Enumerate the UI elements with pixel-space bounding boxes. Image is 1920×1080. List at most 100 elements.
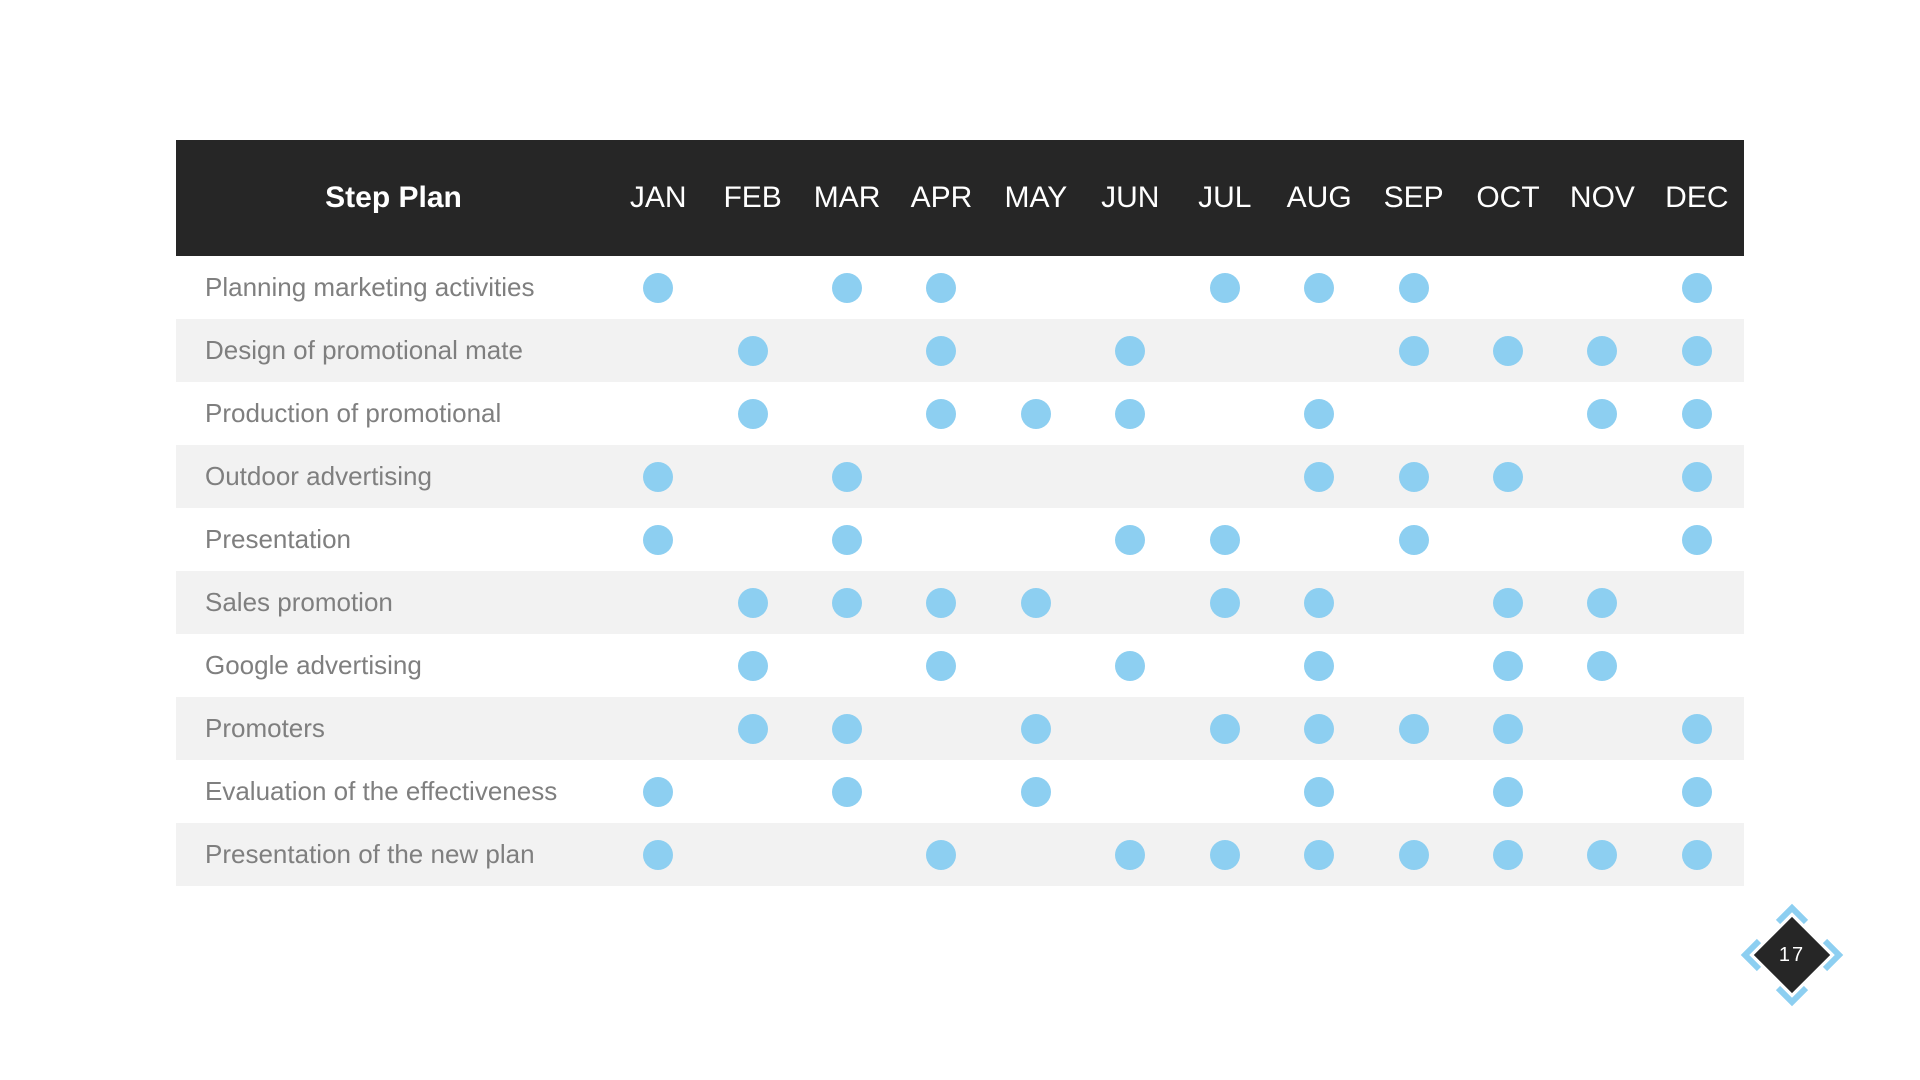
activity-dot-icon bbox=[1493, 587, 1523, 618]
cell-jan bbox=[611, 445, 705, 508]
table-row: Production of promotional bbox=[176, 382, 1744, 445]
cell-jan bbox=[611, 256, 705, 319]
table-row: Evaluation of the effectiveness bbox=[176, 760, 1744, 823]
activity-dot-icon bbox=[1115, 524, 1146, 555]
activity-dot-icon bbox=[737, 587, 768, 618]
cell-jan bbox=[611, 571, 705, 634]
activity-dot-icon bbox=[832, 461, 863, 492]
activity-dot-icon bbox=[1681, 839, 1712, 870]
activity-dot-icon bbox=[1209, 713, 1240, 744]
cell-may bbox=[989, 760, 1083, 823]
row-cells bbox=[611, 760, 1744, 823]
activity-dot-icon bbox=[1493, 839, 1523, 870]
activity-dot-icon bbox=[1209, 524, 1240, 555]
activity-dot-icon bbox=[1398, 713, 1429, 744]
cell-mar bbox=[800, 571, 894, 634]
activity-dot-icon bbox=[1020, 398, 1051, 429]
table-row: Sales promotion bbox=[176, 571, 1744, 634]
row-label: Presentation bbox=[205, 524, 351, 554]
activity-dot-icon bbox=[1587, 335, 1618, 366]
cell-oct bbox=[1461, 445, 1555, 508]
cell-aug bbox=[1272, 319, 1366, 382]
cell-may bbox=[989, 319, 1083, 382]
cell-sep bbox=[1366, 571, 1460, 634]
cell-apr bbox=[894, 256, 988, 319]
cell-apr bbox=[894, 571, 988, 634]
cell-may bbox=[989, 382, 1083, 445]
page-number: 17 bbox=[1778, 943, 1806, 966]
cell-jan bbox=[611, 760, 705, 823]
cell-feb bbox=[705, 634, 799, 697]
cell-jul bbox=[1178, 634, 1272, 697]
row-cells bbox=[611, 256, 1744, 319]
cell-feb bbox=[705, 823, 799, 886]
table-row: Planning marketing activities bbox=[176, 256, 1744, 319]
activity-dot-icon bbox=[643, 839, 674, 870]
activity-dot-icon bbox=[737, 398, 768, 429]
cell-dec bbox=[1650, 508, 1744, 571]
table-row: Presentation bbox=[176, 508, 1744, 571]
cell-apr bbox=[894, 697, 988, 760]
cell-jan bbox=[611, 634, 705, 697]
table-title: Step Plan bbox=[325, 181, 462, 214]
cell-may bbox=[989, 697, 1083, 760]
month-header-jan: JAN bbox=[629, 181, 687, 214]
activity-dot-icon bbox=[1115, 650, 1146, 681]
cell-feb bbox=[705, 256, 799, 319]
cell-oct bbox=[1461, 319, 1555, 382]
activity-dot-icon bbox=[643, 524, 674, 555]
cell-may bbox=[989, 823, 1083, 886]
row-label: Google advertising bbox=[205, 650, 422, 680]
activity-dot-icon bbox=[643, 776, 674, 807]
month-header-group: JAN FEB MAR APR MAY JUN JUL AUG SEP OCT NOV DEC bbox=[611, 140, 1744, 256]
step-plan-table: Step Plan JAN FEB MAR APR MAY JUN JUL AUG SEP OCT… bbox=[176, 140, 1744, 886]
cell-nov bbox=[1555, 445, 1649, 508]
activity-dot-icon bbox=[1304, 461, 1335, 492]
cell-feb bbox=[705, 760, 799, 823]
row-label: Planning marketing activities bbox=[205, 272, 535, 302]
cell-nov bbox=[1555, 634, 1649, 697]
cell-nov bbox=[1555, 823, 1649, 886]
activity-dot-icon bbox=[832, 776, 863, 807]
activity-dot-icon bbox=[643, 272, 674, 303]
table-row: Design of promotional mate bbox=[176, 319, 1744, 382]
cell-aug bbox=[1272, 382, 1366, 445]
cell-sep bbox=[1366, 319, 1460, 382]
activity-dot-icon bbox=[926, 587, 957, 618]
activity-dot-icon bbox=[832, 524, 863, 555]
cell-jul bbox=[1178, 382, 1272, 445]
cell-nov bbox=[1555, 571, 1649, 634]
activity-dot-icon bbox=[1209, 839, 1240, 870]
activity-dot-icon bbox=[1304, 776, 1335, 807]
cell-nov bbox=[1555, 256, 1649, 319]
month-header-aug: AUG bbox=[1286, 181, 1352, 214]
row-label: Design of promotional mate bbox=[205, 335, 523, 365]
cell-apr bbox=[894, 823, 988, 886]
cell-aug bbox=[1272, 571, 1366, 634]
cell-dec bbox=[1650, 256, 1744, 319]
cell-jul bbox=[1178, 571, 1272, 634]
activity-dot-icon bbox=[832, 272, 863, 303]
row-cells bbox=[611, 634, 1744, 697]
cell-aug bbox=[1272, 634, 1366, 697]
activity-dot-icon bbox=[1681, 713, 1712, 744]
activity-dot-icon bbox=[1020, 776, 1051, 807]
cell-apr bbox=[894, 508, 988, 571]
cell-feb bbox=[705, 319, 799, 382]
cell-dec bbox=[1650, 634, 1744, 697]
activity-dot-icon bbox=[1681, 776, 1712, 807]
chevron-right-icon bbox=[1822, 938, 1844, 972]
cell-aug bbox=[1272, 760, 1366, 823]
activity-dot-icon bbox=[737, 650, 768, 681]
cell-mar bbox=[800, 697, 894, 760]
cell-nov bbox=[1555, 760, 1649, 823]
row-cells bbox=[611, 823, 1744, 886]
activity-dot-icon bbox=[1304, 398, 1335, 429]
activity-dot-icon bbox=[1681, 524, 1712, 555]
cell-jun bbox=[1083, 571, 1177, 634]
cell-jun bbox=[1083, 760, 1177, 823]
cell-jun bbox=[1083, 256, 1177, 319]
table-row: Outdoor advertising bbox=[176, 445, 1744, 508]
activity-dot-icon bbox=[1115, 398, 1146, 429]
cell-apr bbox=[894, 634, 988, 697]
